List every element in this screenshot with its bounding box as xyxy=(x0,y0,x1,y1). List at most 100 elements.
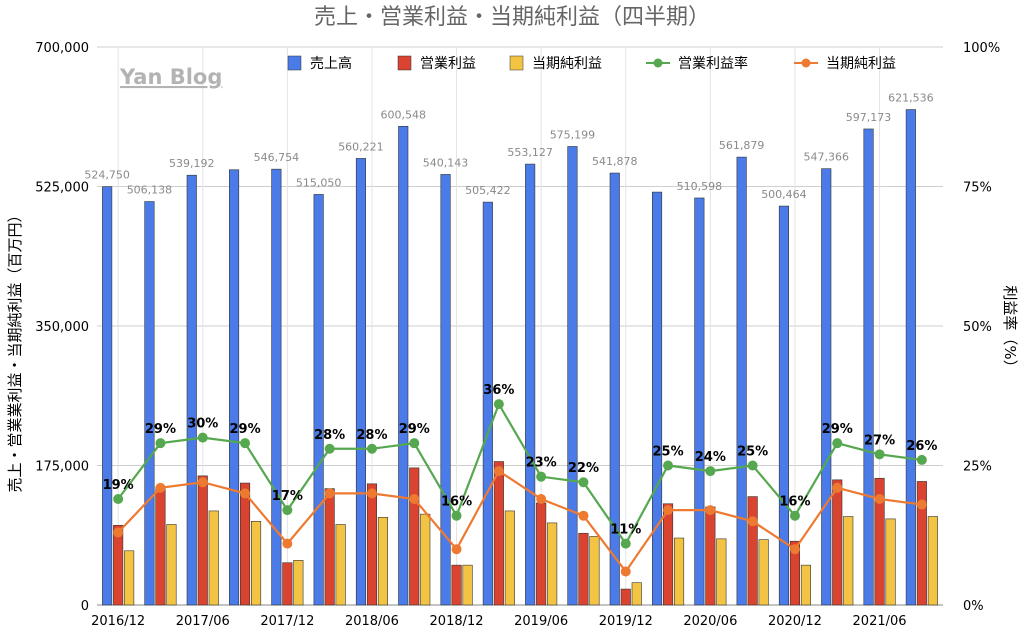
bar xyxy=(208,510,219,606)
line-point xyxy=(536,493,547,504)
y-axis-label: 売上・営業業利益・当期純利益（百万円） xyxy=(6,207,24,492)
bar-value-label: 515,050 xyxy=(296,176,342,189)
line-point xyxy=(324,443,335,454)
line-point xyxy=(832,438,843,449)
y-tick-label: 175,000 xyxy=(35,460,89,475)
bar xyxy=(631,582,642,606)
bar xyxy=(736,156,747,606)
line-point xyxy=(874,493,885,504)
bar xyxy=(916,481,927,606)
line-point xyxy=(113,493,124,504)
y2-tick-label: 100% xyxy=(963,41,1000,56)
bar xyxy=(525,163,536,606)
bar xyxy=(102,186,113,606)
legend-label: 営業利益 xyxy=(420,56,476,72)
y-tick-label: 0 xyxy=(81,599,89,614)
bar xyxy=(778,205,790,606)
x-tick-label: 2016/12 xyxy=(91,614,145,629)
percent-label: 29% xyxy=(399,422,430,437)
bar xyxy=(536,502,547,606)
bar xyxy=(620,588,631,606)
line-point xyxy=(916,454,927,465)
bar-value-label: 500,464 xyxy=(761,188,807,201)
x-tick-label: 2017/12 xyxy=(260,614,314,629)
bar xyxy=(705,506,716,606)
x-tick-label: 2021/06 xyxy=(853,614,907,629)
bar-value-label: 505,422 xyxy=(465,184,511,197)
line-point xyxy=(874,449,885,460)
line-point xyxy=(705,505,716,516)
x-tick-label: 2020/06 xyxy=(683,614,737,629)
percent-label: 25% xyxy=(652,445,683,460)
percent-label: 24% xyxy=(695,450,726,465)
bar xyxy=(197,475,208,606)
percent-label: 29% xyxy=(822,422,853,437)
bar xyxy=(166,524,177,606)
line-point xyxy=(113,527,124,538)
bar-value-label: 546,754 xyxy=(254,151,300,164)
line-point xyxy=(324,488,335,499)
bar xyxy=(758,539,769,606)
legend-label: 当期純利益 xyxy=(532,56,602,72)
bar xyxy=(843,516,854,606)
percent-label: 28% xyxy=(314,428,345,443)
y2-tick-label: 50% xyxy=(963,320,992,335)
bar xyxy=(832,479,843,606)
bar xyxy=(462,564,473,606)
x-tick-label: 2020/12 xyxy=(768,614,822,629)
line-point xyxy=(240,438,251,449)
bar xyxy=(589,536,600,606)
bar xyxy=(747,496,758,606)
legend-swatch xyxy=(287,55,302,71)
bar xyxy=(694,197,705,606)
line-point xyxy=(451,544,462,555)
percent-label: 23% xyxy=(526,456,557,471)
bar-value-label: 600,548 xyxy=(381,108,427,121)
line-point xyxy=(578,510,589,521)
bar-value-label: 547,366 xyxy=(804,151,850,164)
y2-tick-label: 25% xyxy=(963,460,992,475)
legend-label: 売上高 xyxy=(310,55,352,72)
line-point xyxy=(493,399,504,410)
bar xyxy=(504,510,515,606)
bar-value-label: 553,127 xyxy=(507,146,553,159)
bar xyxy=(874,477,885,606)
bar xyxy=(282,562,293,606)
line-point xyxy=(747,460,758,471)
bar xyxy=(240,482,251,606)
x-tick-label: 2019/06 xyxy=(514,614,568,629)
percent-label: 36% xyxy=(483,383,514,398)
line-point xyxy=(705,466,716,477)
legend-marker xyxy=(653,58,663,68)
y2-tick-label: 0% xyxy=(963,599,984,614)
y2-axis-label: 利益率（%） xyxy=(1001,285,1019,374)
bar-value-label: 540,143 xyxy=(423,156,469,169)
bar xyxy=(440,174,451,606)
bar xyxy=(420,513,431,606)
bar xyxy=(578,532,589,606)
x-tick-label: 2018/12 xyxy=(430,614,484,629)
line-point xyxy=(663,460,674,471)
bar xyxy=(144,201,155,606)
bar xyxy=(662,503,674,606)
line-point xyxy=(409,438,420,449)
y-tick-label: 350,000 xyxy=(35,320,89,335)
legend-swatch xyxy=(509,55,524,71)
bar xyxy=(251,520,262,606)
data-labels: 524,750 506,138 539,192 546,754 515,050 560,2… xyxy=(84,92,937,538)
bar xyxy=(186,174,197,606)
percent-label: 30% xyxy=(187,417,218,432)
bar-value-label: 506,138 xyxy=(127,184,173,197)
bar-value-label: 575,199 xyxy=(550,128,596,141)
bar-value-label: 560,221 xyxy=(338,140,384,153)
bar xyxy=(716,538,727,606)
bar xyxy=(355,158,367,606)
percent-label: 29% xyxy=(145,422,176,437)
bar-value-label: 510,598 xyxy=(677,180,723,193)
series-line xyxy=(117,401,922,546)
percent-label: 19% xyxy=(103,478,134,493)
bar-value-label: 561,879 xyxy=(719,139,765,152)
bar xyxy=(863,128,874,606)
line-point xyxy=(282,538,293,549)
